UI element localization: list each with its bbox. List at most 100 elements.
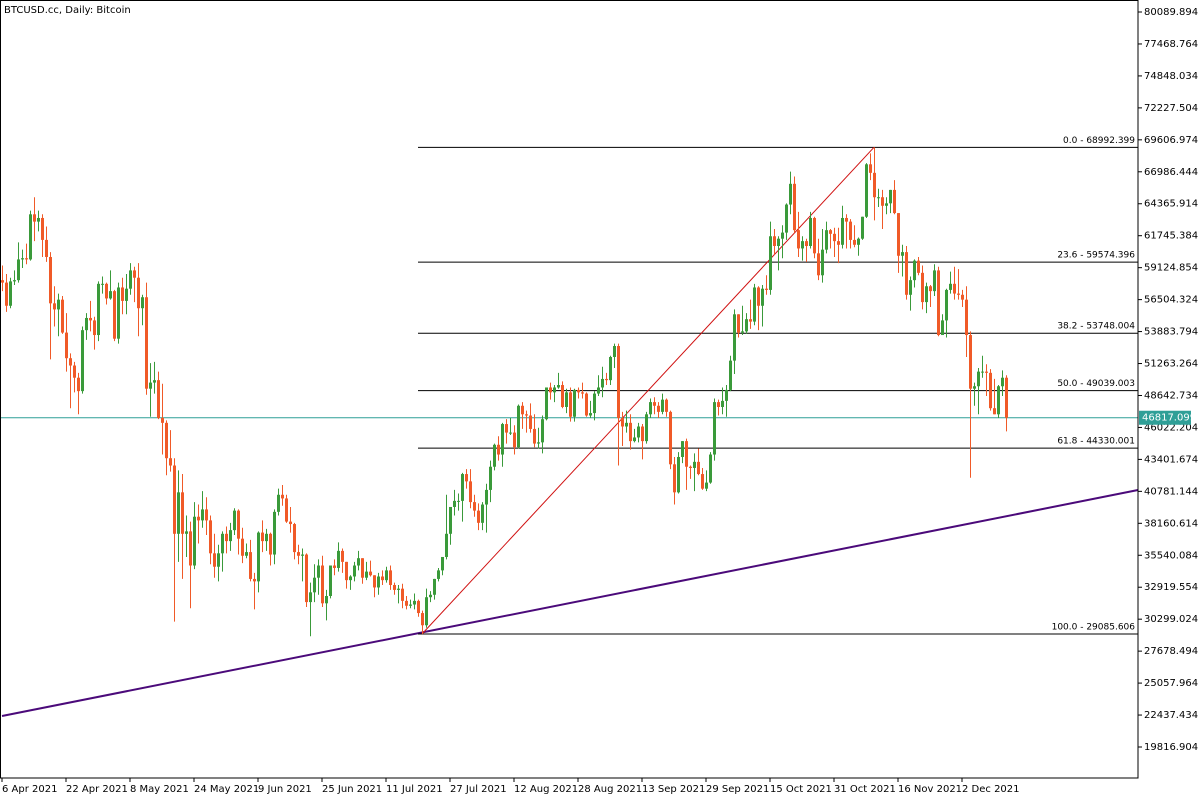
candle-body — [561, 385, 564, 407]
candle-body — [893, 189, 896, 214]
candle-body — [957, 293, 960, 295]
candle-body — [217, 553, 220, 567]
candle-body — [693, 461, 696, 468]
candle-body — [581, 392, 584, 394]
candle-body — [877, 197, 880, 199]
candle-body — [813, 217, 816, 254]
candle-body — [201, 509, 204, 521]
y-tick-label: 77468.764 — [1144, 39, 1198, 50]
candle-body — [573, 389, 576, 417]
candle-body — [881, 197, 884, 206]
candle-body — [577, 389, 580, 393]
candle-body — [133, 270, 136, 278]
candle-body — [653, 402, 656, 406]
candle-body — [1, 280, 4, 283]
candle-body — [745, 319, 748, 332]
candle-body — [685, 441, 688, 467]
candle-body — [789, 183, 792, 205]
candle-body — [921, 272, 924, 303]
candle-body — [137, 277, 140, 309]
y-tick-label: 40781.144 — [1144, 486, 1198, 497]
candle-body — [97, 283, 100, 336]
candle-body — [513, 432, 516, 448]
candle-body — [589, 413, 592, 416]
candle-body — [161, 417, 164, 423]
candle-body — [189, 531, 192, 566]
candle-body — [597, 387, 600, 394]
candle-body — [449, 506, 452, 534]
current-price-label: 46817.099 — [1142, 413, 1196, 424]
candle-body — [301, 554, 304, 556]
candle-body — [853, 239, 856, 245]
candle-body — [89, 317, 92, 321]
candle-body — [421, 613, 424, 626]
fib-level-label: 23.6 - 59574.396 — [1057, 251, 1135, 261]
candle-body — [145, 297, 148, 389]
candle-body — [821, 249, 824, 276]
chart-title: BTCUSD.cc, Daily: Bitcoin — [4, 5, 131, 16]
candle-body — [441, 556, 444, 571]
candle-body — [625, 422, 628, 427]
candle-body — [601, 378, 604, 388]
candle-body — [453, 500, 456, 507]
candle-body — [53, 303, 56, 310]
candle-body — [609, 356, 612, 381]
x-tick-label: 13 Sep 2021 — [642, 784, 705, 795]
candle-body — [349, 576, 352, 581]
candle-body — [729, 360, 732, 390]
fib-level-label: 50.0 - 49039.003 — [1057, 379, 1135, 389]
candle-body — [997, 386, 1000, 415]
candle-body — [633, 437, 636, 442]
candle-body — [305, 554, 308, 603]
candle-body — [837, 241, 840, 245]
candle-body — [709, 454, 712, 483]
y-tick-label: 38160.614 — [1144, 518, 1198, 529]
candle-body — [793, 183, 796, 231]
candle-body — [613, 346, 616, 357]
candle-body — [1001, 377, 1004, 387]
candle-body — [369, 571, 372, 576]
candle-body — [977, 371, 980, 387]
candle-body — [753, 287, 756, 322]
candle-body — [93, 320, 96, 336]
candle-body — [237, 510, 240, 539]
candle-body — [417, 600, 420, 614]
candle-body — [293, 524, 296, 553]
candle-body — [845, 217, 848, 222]
candle-body — [381, 576, 384, 581]
candle-body — [433, 578, 436, 595]
candle-body — [673, 464, 676, 493]
candle-body — [529, 415, 532, 429]
candle-body — [193, 516, 196, 566]
candle-body — [701, 474, 704, 489]
candle-body — [361, 558, 364, 578]
candle-body — [825, 230, 828, 250]
candle-body — [941, 320, 944, 336]
candle-body — [113, 291, 116, 339]
candle-body — [505, 424, 508, 433]
candle-body — [309, 592, 312, 603]
x-tick-label: 9 Jun 2021 — [258, 784, 312, 795]
candle-body — [937, 270, 940, 336]
candle-body — [721, 400, 724, 407]
candle-body — [965, 299, 968, 336]
candle-body — [885, 203, 888, 206]
candle-body — [445, 533, 448, 557]
candle-body — [557, 385, 560, 388]
candle-body — [993, 408, 996, 415]
candle-body — [413, 600, 416, 605]
candle-body — [761, 288, 764, 306]
candle-body — [681, 441, 684, 457]
candle-body — [905, 252, 908, 295]
candle-body — [353, 565, 356, 577]
x-tick-label: 29 Sep 2021 — [706, 784, 769, 795]
y-tick-label: 46022.204 — [1144, 422, 1198, 433]
candle-body — [69, 358, 72, 366]
candle-body — [741, 331, 744, 333]
candle-body — [785, 204, 788, 233]
candle-body — [469, 481, 472, 503]
candle-body — [21, 258, 24, 260]
candle-body — [473, 502, 476, 511]
candle-body — [461, 474, 464, 501]
candle-body — [213, 553, 216, 567]
